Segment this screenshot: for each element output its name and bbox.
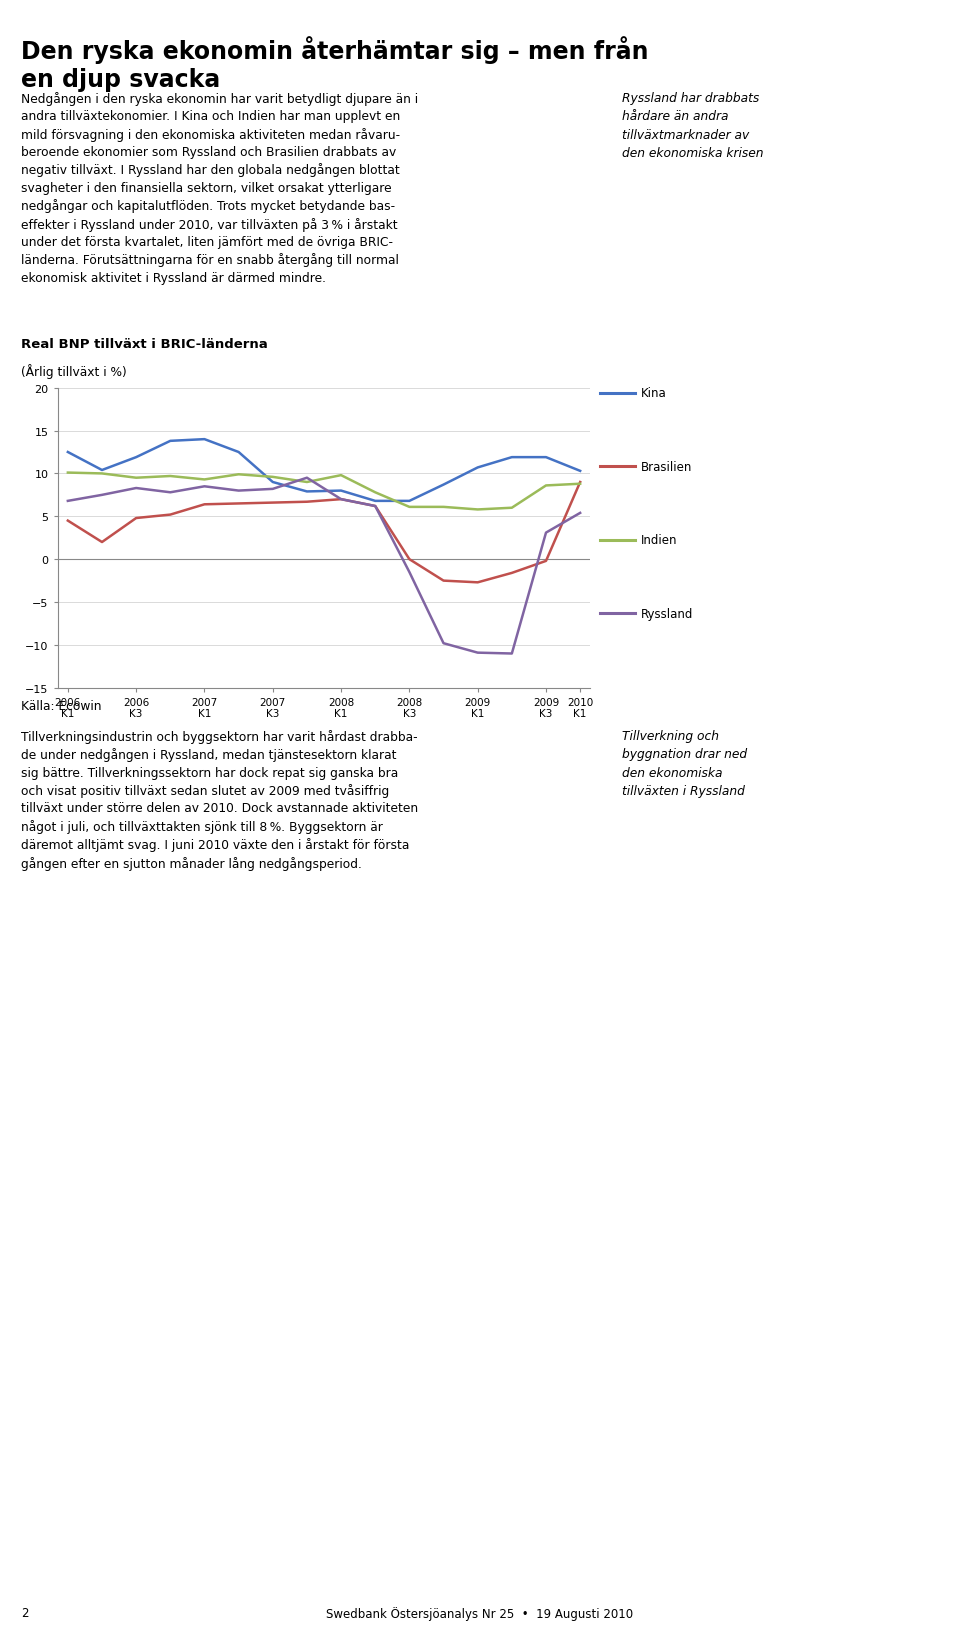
- Text: Nedgången i den ryska ekonomin har varit betydligt djupare än i
andra tillväxtek: Nedgången i den ryska ekonomin har varit…: [21, 92, 419, 285]
- Text: 2: 2: [21, 1606, 29, 1619]
- Text: Real BNP tillväxt i BRIC-länderna: Real BNP tillväxt i BRIC-länderna: [21, 338, 268, 351]
- Text: Brasilien: Brasilien: [641, 461, 692, 474]
- Text: Ryssland: Ryssland: [641, 606, 693, 620]
- Text: Ryssland har drabbats
hårdare än andra
tillväxtmarknader av
den ekonomiska krise: Ryssland har drabbats hårdare än andra t…: [622, 92, 763, 161]
- Text: Indien: Indien: [641, 534, 678, 547]
- Text: Källa: Ecowin: Källa: Ecowin: [21, 700, 102, 713]
- Text: (Årlig tillväxt i %): (Årlig tillväxt i %): [21, 364, 127, 379]
- Text: Swedbank Östersjöanalys Nr 25  •  19 Augusti 2010: Swedbank Östersjöanalys Nr 25 • 19 Augus…: [326, 1606, 634, 1621]
- Text: Kina: Kina: [641, 387, 667, 400]
- Text: Den ryska ekonomin återhämtar sig – men från
en djup svacka: Den ryska ekonomin återhämtar sig – men …: [21, 36, 649, 92]
- Text: Tillverkning och
byggnation drar ned
den ekonomiska
tillväxten i Ryssland: Tillverkning och byggnation drar ned den…: [622, 729, 747, 798]
- Text: Tillverkningsindustrin och byggsektorn har varit hårdast drabba-
de under nedgån: Tillverkningsindustrin och byggsektorn h…: [21, 729, 419, 870]
